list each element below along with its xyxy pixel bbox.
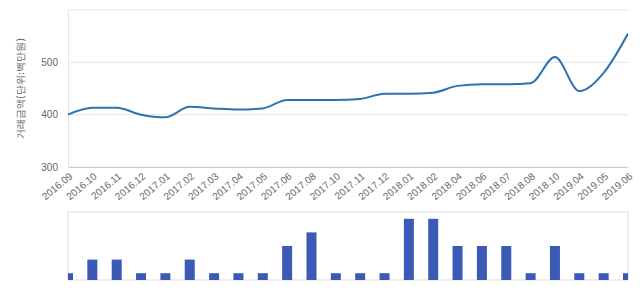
x-tick: 2019.06 xyxy=(600,167,635,202)
y-tick: 300 xyxy=(41,162,68,173)
chart: 300 400 500 거래금액(단위:백만원) 2016.092016.102016.… xyxy=(0,0,640,294)
bar xyxy=(599,273,609,280)
y-tick: 400 xyxy=(41,109,68,120)
bar xyxy=(233,273,243,280)
bar xyxy=(87,260,97,280)
grid-line xyxy=(68,114,628,115)
bar-area xyxy=(68,219,628,280)
bar xyxy=(550,246,560,280)
bar xyxy=(623,273,628,280)
y-title: 거래금액(단위:백만원) xyxy=(15,38,26,139)
bar xyxy=(477,246,487,280)
y-tick: 500 xyxy=(41,57,68,68)
y-tick-label: 500 xyxy=(41,57,58,68)
grid-line xyxy=(68,62,628,63)
bar xyxy=(453,246,463,280)
grid-line xyxy=(68,10,628,11)
bar xyxy=(136,273,146,280)
bar xyxy=(355,273,365,280)
bar xyxy=(306,232,316,280)
grid xyxy=(68,10,628,167)
bar xyxy=(404,219,414,280)
y-tick-label: 400 xyxy=(41,109,58,120)
price-line xyxy=(68,34,628,118)
bar xyxy=(209,273,219,280)
x-axis: 2016.092016.102016.112016.122017.012017.… xyxy=(40,167,635,202)
bar xyxy=(574,273,584,280)
bar xyxy=(526,273,536,280)
bar xyxy=(160,273,170,280)
bar xyxy=(380,273,390,280)
y-axis: 300 400 500 xyxy=(41,11,68,173)
plot-area xyxy=(68,34,628,118)
bar xyxy=(331,273,341,280)
x-tick-label: 2019.06 xyxy=(600,170,635,202)
bar xyxy=(282,246,292,280)
y-axis-line xyxy=(68,11,69,168)
y-tick-label: 300 xyxy=(41,162,58,173)
bar xyxy=(68,273,73,280)
bar xyxy=(112,260,122,280)
bar xyxy=(258,273,268,280)
x-axis-line xyxy=(69,167,629,168)
bar xyxy=(501,246,511,280)
bar xyxy=(428,219,438,280)
bar xyxy=(185,260,195,280)
bar-panel-frame xyxy=(68,212,628,280)
grid-line xyxy=(68,167,628,168)
